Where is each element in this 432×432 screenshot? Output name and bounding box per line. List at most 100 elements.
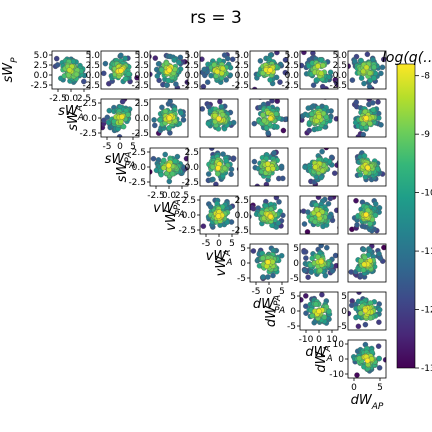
colorbar-ticks: -8 -9 -10 -11 -12 -13	[415, 72, 432, 374]
tick-label: 5	[293, 244, 299, 254]
scatter-point	[364, 116, 369, 121]
tick-label: -2.5	[131, 81, 149, 91]
scatter-point	[225, 56, 230, 61]
scatter-point	[120, 99, 125, 104]
scatter-point	[55, 46, 60, 51]
scatter-point	[178, 110, 183, 115]
scatter-point	[264, 188, 269, 193]
tick-label: -2.5	[231, 81, 249, 91]
scatter-point	[159, 172, 164, 177]
scatter-point	[216, 165, 221, 170]
scatter-point	[222, 166, 227, 171]
tick-label: 5	[229, 239, 235, 249]
scatter-point	[358, 311, 363, 316]
scatter-point	[163, 152, 168, 157]
scatter-point	[367, 121, 372, 126]
scatter-point	[252, 121, 257, 126]
scatter-point	[268, 116, 273, 121]
scatter-point	[252, 159, 257, 164]
scatter-point	[350, 78, 355, 83]
scatter-point	[328, 196, 333, 201]
scatter-point	[265, 161, 270, 166]
scatter-panel	[300, 145, 342, 187]
scatter-point	[359, 76, 364, 81]
scatter-point	[270, 273, 275, 278]
panel-points	[246, 195, 285, 230]
scatter-point	[389, 107, 394, 112]
scatter-point	[324, 145, 329, 150]
scatter-point	[320, 84, 325, 89]
scatter-point	[118, 68, 123, 73]
tick-label: 2.5	[185, 61, 199, 71]
scatter-point	[332, 171, 337, 176]
tick-label: 0.0	[285, 71, 300, 81]
tick-label: 2.5	[185, 148, 199, 158]
panel-points	[301, 243, 347, 280]
scatter-point	[173, 159, 178, 164]
scatter-point	[161, 165, 166, 170]
scatter-point	[265, 274, 270, 279]
scatter-point	[314, 207, 319, 212]
tick-label: -5	[202, 239, 211, 249]
scatter-panel	[294, 292, 338, 330]
panel-points	[201, 198, 235, 230]
panel-points	[100, 97, 132, 140]
tick-label: 5.0	[34, 51, 49, 61]
scatter-point	[365, 165, 370, 170]
scatter-point	[125, 112, 130, 117]
tick-label: 0	[266, 287, 272, 297]
scatter-point	[274, 111, 279, 116]
scatter-point	[281, 128, 286, 133]
scatter-point	[268, 77, 273, 82]
scatter-point	[313, 302, 318, 307]
scatter-point	[280, 176, 285, 181]
scatter-panel	[348, 340, 388, 378]
colorbar-tick-label: -11	[421, 247, 432, 257]
scatter-point	[67, 68, 72, 73]
scatter-point	[220, 66, 225, 71]
scatter-point	[270, 166, 275, 171]
tick-label: 2.5	[135, 61, 149, 71]
tick-label: -2.5	[181, 81, 199, 91]
scatter-point	[353, 198, 358, 203]
tick-label: -2.5	[231, 226, 249, 236]
scatter-point	[302, 221, 307, 226]
axis-label: dWAP	[351, 393, 384, 412]
tick-label: 0	[316, 335, 322, 345]
scatter-panel	[348, 97, 394, 140]
tick-label: 5	[377, 383, 383, 393]
tick-label: -5	[338, 322, 347, 332]
colorbar-tick-label: -10	[421, 189, 432, 199]
tick-label: -2.5	[281, 81, 299, 91]
tick-label: -5	[287, 322, 296, 332]
scatter-point	[316, 195, 321, 200]
scatter-point	[377, 365, 382, 370]
tick-label: 0	[341, 307, 347, 317]
scatter-point	[301, 50, 306, 55]
scatter-point	[364, 212, 369, 217]
panel-points	[296, 194, 342, 234]
scatter-point	[54, 56, 59, 61]
colorbar-tick-label: -9	[421, 130, 430, 140]
tick-label: 2.5	[77, 94, 91, 104]
scatter-panel	[250, 95, 289, 138]
tick-label: 0	[117, 142, 123, 152]
colorbar-gradient	[397, 64, 415, 368]
scatter-point	[231, 156, 236, 161]
scatter-point	[205, 80, 210, 85]
scatter-point	[266, 166, 271, 171]
chart-title: rs = 3	[190, 8, 242, 28]
tick-label: -2.5	[329, 81, 347, 91]
scatter-point	[119, 114, 124, 119]
scatter-point	[224, 158, 229, 163]
scatter-point	[172, 57, 177, 62]
tick-label: -2.5	[82, 81, 100, 91]
scatter-panel	[296, 194, 342, 234]
scatter-point	[334, 208, 339, 213]
scatter-point	[201, 84, 206, 89]
tick-label: 0.0	[86, 71, 101, 81]
scatter-point	[74, 72, 79, 77]
scatter-point	[265, 260, 270, 265]
panel-points	[346, 52, 387, 92]
